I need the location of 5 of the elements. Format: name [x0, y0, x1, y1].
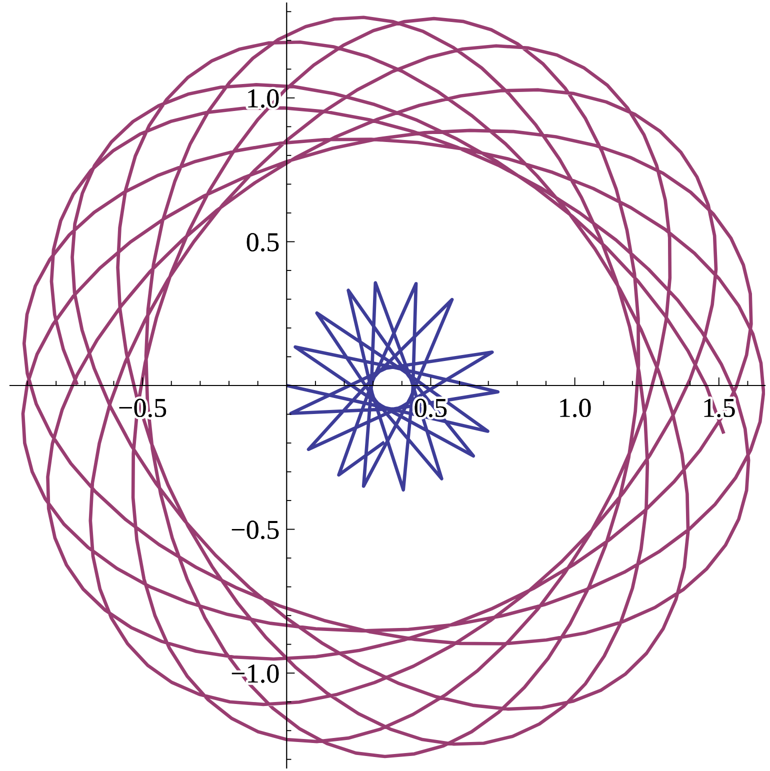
- x-tick-label: 1.0: [560, 398, 591, 418]
- y-tick-label: 0.5: [246, 233, 279, 252]
- line-series: [284, 281, 500, 492]
- line-series: [21, 16, 765, 758]
- y-tick-label: −0.5: [232, 520, 279, 540]
